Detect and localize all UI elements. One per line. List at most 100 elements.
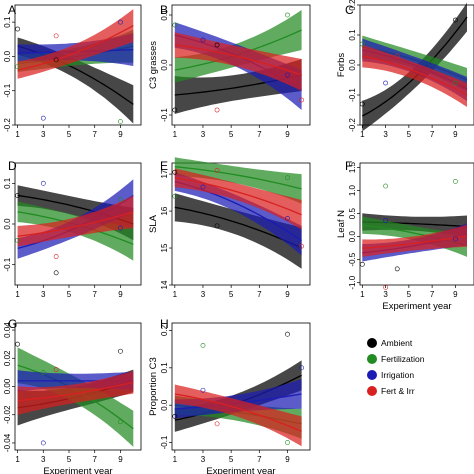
panel-label: H [160, 317, 169, 331]
plot-frame [171, 322, 311, 451]
x-tick-label: 5 [67, 130, 72, 139]
data-point [214, 223, 220, 229]
panel-C: C 1 3 5 7 9 -0.2 -0.1 0.0 0.1 0.2 Forbs [336, 0, 474, 139]
panel-label: G [8, 317, 17, 331]
data-point [15, 341, 20, 347]
panel-label: C [345, 3, 354, 17]
x-tick-label: 9 [285, 130, 290, 139]
x-tick-label: 1 [173, 455, 178, 464]
panel-A: A 1 3 5 7 9 -0.2 -0.1 0.0 0.1 [3, 3, 142, 139]
data-point [118, 197, 123, 202]
x-tick-label: 5 [229, 290, 234, 299]
trend-line-fert-irr [17, 381, 134, 402]
x-tick-label: 7 [257, 290, 262, 299]
data-point [200, 343, 206, 348]
x-axis-label: Experiment year [206, 466, 275, 474]
x-tick-label: 3 [383, 130, 388, 139]
x-tick-label: 9 [118, 290, 123, 299]
x-tick-label: 7 [257, 130, 262, 139]
data-point [214, 167, 220, 173]
plot-frame [171, 162, 311, 286]
y-tick-label: -0.5 [348, 252, 357, 266]
x-tick-label: 7 [430, 290, 435, 299]
data-point [172, 193, 178, 199]
ci-band-fert-irr [174, 32, 302, 91]
plot-frame [359, 162, 474, 286]
y-tick-label: 14 [160, 280, 169, 289]
data-point [172, 169, 178, 175]
trend-line-fertilization [174, 166, 302, 190]
data-point [118, 348, 123, 354]
panel-D: D 1 3 5 7 9 -0.1 0.0 0.1 [3, 159, 142, 299]
y-tick-label: 0.2 [160, 324, 169, 336]
x-tick-label: 3 [201, 455, 206, 464]
legend-swatch [367, 386, 377, 396]
ci-band-fertilization [174, 157, 302, 204]
x-tick-label: 5 [67, 455, 72, 464]
data-point [394, 53, 400, 59]
y-tick-label: -0.1 [3, 257, 12, 271]
x-tick-label: 3 [41, 130, 46, 139]
panel-F: F 1 3 5 7 9 -1.0 -0.5 0.0 0.5 1.0 1.5 Leaf N Experime… [336, 159, 474, 312]
data-point [40, 440, 46, 446]
x-tick-label: 3 [383, 290, 388, 299]
data-point [118, 19, 123, 25]
trend-line-fert-irr [17, 25, 134, 71]
x-tick-label: 5 [407, 290, 412, 299]
y-tick-label: -0.1 [160, 108, 169, 122]
ci-band-ambient [174, 193, 302, 269]
x-tick-label: 3 [201, 130, 206, 139]
panel-label: E [160, 159, 168, 173]
y-axis-label: SLA [148, 214, 159, 233]
data-point [15, 193, 20, 198]
data-point [118, 119, 123, 124]
x-tick-label: 1 [173, 290, 178, 299]
data-point [200, 387, 206, 393]
y-tick-label: 0.04 [3, 322, 12, 338]
data-point [383, 183, 388, 189]
y-tick-label: 0.0 [160, 399, 169, 411]
x-tick-label: 3 [41, 455, 46, 464]
legend-label: Fertilization [381, 354, 425, 364]
trend-line-fert-irr [362, 55, 468, 96]
y-tick-label: 0.1 [160, 362, 169, 374]
ci-band-fert-irr [17, 195, 134, 247]
data-point [118, 225, 123, 231]
panel-label: D [8, 159, 17, 173]
x-tick-label: 1 [15, 130, 20, 139]
ci-band-ambient [17, 185, 134, 241]
x-tick-label: 5 [229, 130, 234, 139]
data-point [53, 33, 59, 39]
legend-label: Fert & Irr [381, 386, 415, 396]
data-point [299, 97, 304, 103]
trend-line-fert-irr [174, 177, 302, 216]
y-axis-label: C3 grasses [148, 41, 159, 89]
y-tick-label: 1.0 [348, 185, 357, 197]
data-point [285, 216, 290, 221]
ci-band-fert-irr [17, 9, 134, 79]
x-tick-label: 9 [285, 290, 290, 299]
x-tick-label: 5 [407, 130, 412, 139]
y-tick-label: 0.00 [3, 378, 12, 394]
data-point [172, 22, 178, 28]
data-point [15, 64, 20, 70]
legend: Ambient Fertilization Irrigation Fert & Irr [367, 338, 425, 396]
y-tick-label: 0.1 [3, 177, 12, 189]
data-point [359, 41, 365, 47]
x-tick-label: 3 [41, 290, 46, 299]
ci-band-fert-irr [362, 224, 467, 257]
y-tick-label: -0.04 [3, 433, 12, 452]
data-point [214, 107, 220, 113]
data-point [53, 367, 59, 372]
legend-swatch [367, 354, 377, 364]
x-tick-label: 7 [430, 130, 435, 139]
y-tick-label: -0.1 [160, 435, 169, 449]
data-point [53, 270, 59, 276]
y-tick-label: 0.1 [160, 9, 169, 21]
panel-label: A [8, 3, 16, 17]
data-point [285, 440, 290, 445]
data-point [452, 80, 458, 86]
trend-line-fert-irr [174, 393, 302, 432]
panel-G: G 1 3 5 7 9 -0.04 -0.02 0.00 0.02 0.04 Experiment y… [3, 317, 142, 474]
